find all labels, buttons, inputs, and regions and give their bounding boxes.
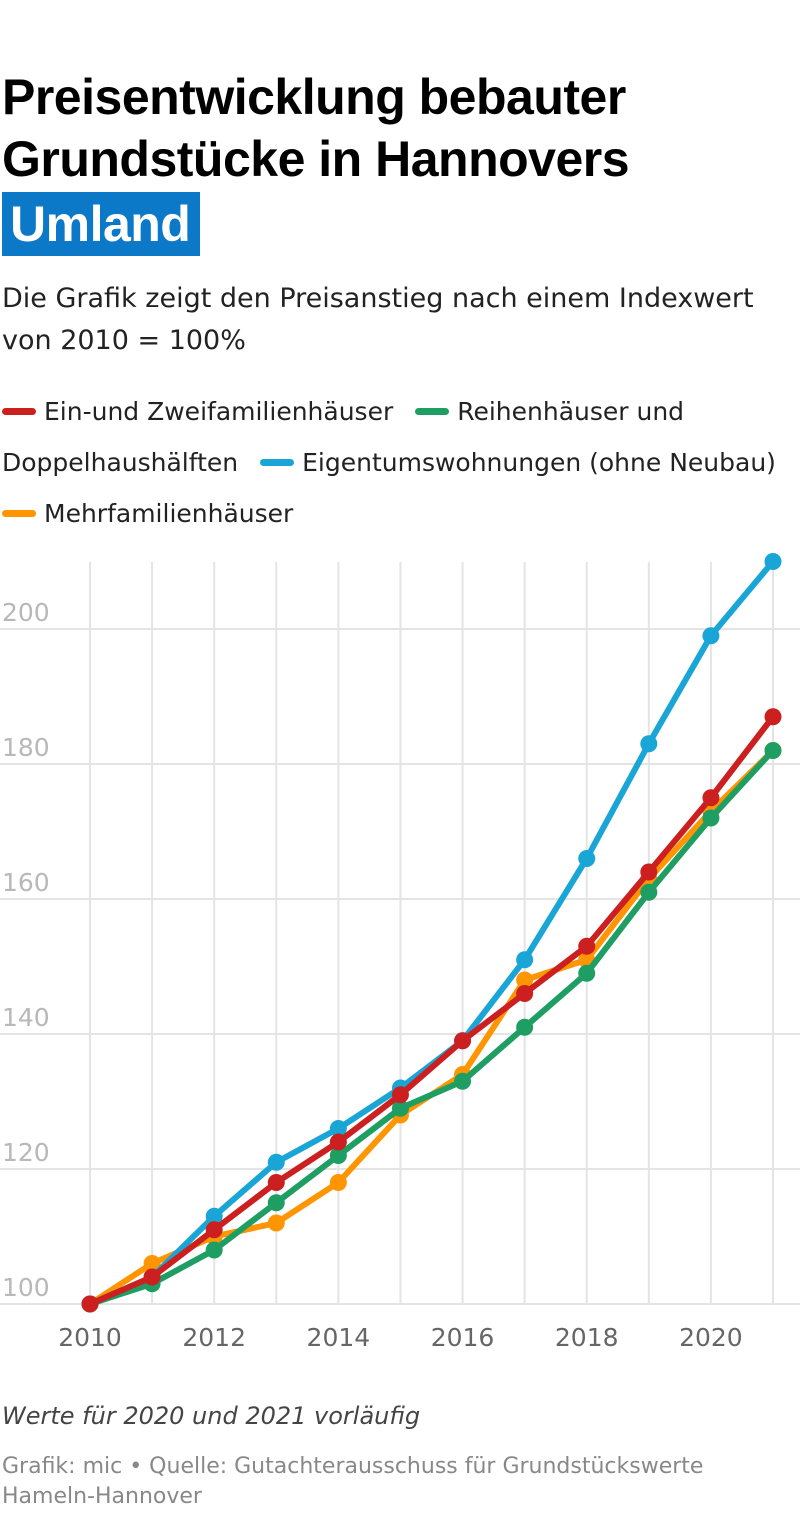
chart-note: Werte für 2020 und 2021 vorläufig (2, 1402, 421, 1430)
x-tick-label: 2010 (58, 1323, 122, 1352)
data-point (205, 1221, 223, 1239)
chart-source: Grafik: mic • Quelle: Gutachterausschuss… (2, 1454, 704, 1509)
y-tick-label: 140 (2, 1003, 50, 1032)
data-point (267, 1153, 285, 1171)
data-point (329, 1133, 347, 1151)
title-line-1: Preisentwicklung bebauter (2, 69, 626, 125)
data-point (578, 937, 596, 955)
data-point (267, 1214, 285, 1232)
data-point (267, 1174, 285, 1191)
legend-label: Reihenhäuser und Doppelhaushälften (2, 397, 685, 477)
data-point (764, 553, 782, 570)
x-tick-label: 2016 (431, 1323, 495, 1352)
line-chart: 100 120 140 160 180 200 2010 2012 2014 2016 2018 20… (0, 553, 800, 1352)
series-line (87, 713, 776, 1307)
y-tick-label: 180 (2, 733, 50, 762)
legend-label: Mehrfamilienhäuser (44, 499, 294, 528)
title-line-2: Grundstücke in Hannovers (2, 131, 630, 187)
series-line (87, 558, 776, 1307)
legend-item: Mehrfamilienhäuser (2, 499, 293, 528)
data-point (702, 627, 720, 645)
data-point (516, 971, 534, 989)
legend-swatch (2, 509, 36, 517)
data-point (143, 1255, 161, 1272)
data-point (205, 1241, 223, 1259)
data-point (516, 951, 534, 969)
data-point (391, 1099, 409, 1117)
data-point (702, 789, 720, 807)
chart-subtitle: Die Grafik zeigt den Preisanstieg nach e… (2, 283, 754, 356)
data-point (81, 1295, 99, 1313)
data-point (205, 1207, 223, 1225)
legend-swatch (2, 407, 36, 415)
x-tick-label: 2014 (307, 1323, 371, 1352)
data-point (143, 1268, 161, 1286)
data-point (329, 1120, 347, 1137)
legend-swatch (415, 407, 450, 415)
legend-item: Ein-und Zweifamilienhäuser (2, 397, 393, 426)
x-tick-label: 2012 (182, 1323, 246, 1352)
data-point (516, 1018, 534, 1036)
data-point (764, 742, 782, 759)
data-point (764, 708, 782, 726)
series-line (87, 747, 776, 1307)
title-highlight: Umland (2, 192, 201, 256)
data-point (329, 1174, 347, 1191)
legend-item: Reihenhäuser und Doppelhaushälften (2, 397, 684, 477)
data-point (329, 1147, 347, 1164)
y-tick-label: 160 (2, 868, 50, 897)
y-tick-label: 200 (2, 598, 50, 627)
series-line (87, 747, 776, 1307)
data-point (640, 863, 658, 881)
data-point (640, 883, 658, 901)
legend-label: Ein-und Zweifamilienhäuser (44, 397, 394, 426)
data-point (454, 1072, 472, 1090)
y-tick-label: 100 (2, 1273, 50, 1302)
legend-swatch (260, 458, 295, 466)
data-point (578, 964, 596, 982)
data-point (640, 735, 658, 753)
data-point (702, 809, 720, 827)
data-point (267, 1194, 285, 1212)
chart-legend: Ein-und Zweifamilienhäuser Reihenhäuser … (2, 386, 792, 539)
x-tick-label: 2020 (679, 1323, 743, 1352)
data-point (454, 1032, 472, 1050)
x-tick-label: 2018 (555, 1323, 619, 1352)
chart-title: Preisentwicklung bebauter Grundstücke in… (2, 66, 792, 256)
chart-header: Preisentwicklung bebauter Grundstücke in… (2, 66, 792, 256)
data-point (578, 850, 596, 867)
legend-label: Eigentumswohnungen (ohne Neubau) (302, 448, 776, 477)
data-point (516, 985, 534, 1002)
data-point (391, 1086, 409, 1104)
y-tick-label: 120 (2, 1138, 50, 1167)
legend-item: Eigentumswohnungen (ohne Neubau) (260, 448, 776, 477)
